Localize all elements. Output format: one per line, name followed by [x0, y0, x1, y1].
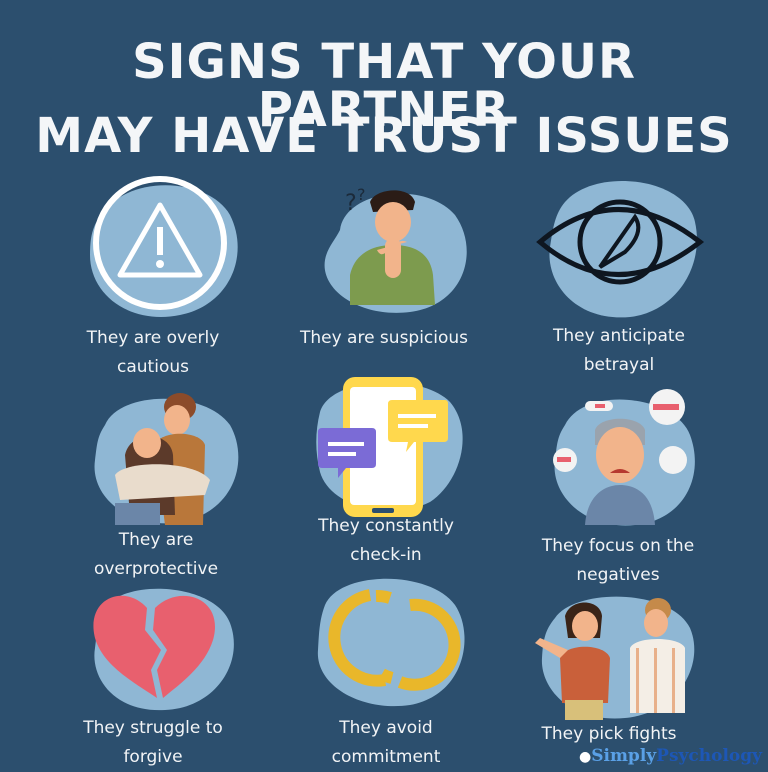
caption-line-2: negatives [576, 565, 660, 585]
phone-messages-icon [316, 377, 463, 517]
brand-logo: ●SimplyPsychology [579, 746, 762, 766]
warning-icon [90, 176, 238, 317]
brand-part-1: Simply [591, 746, 657, 766]
caption-line-2: check-in [350, 545, 422, 565]
caption-line-2: cautious [117, 357, 189, 377]
page-title-line-2: MAY HAVE TRUST ISSUES [35, 108, 733, 164]
caption-line-2: overprotective [93, 559, 219, 579]
page-title-line-1: SIGNS THAT YOUR PARTNER [132, 34, 636, 138]
caption-line-1: They are suspicious [299, 328, 469, 348]
caption-line-2: betrayal [583, 355, 655, 375]
svg-text:?: ? [345, 191, 357, 216]
hugging-couple-icon [94, 393, 239, 525]
broken-rings-icon [317, 578, 465, 707]
arguing-couple-icon [535, 596, 695, 720]
caption-line-1: They pick fights [541, 724, 677, 744]
caption-line-2: forgive [123, 747, 183, 767]
svg-text:?: ? [357, 185, 366, 204]
brand-pin-icon: ● [578, 749, 592, 765]
caption-line-1: They struggle to [83, 718, 223, 738]
broken-heart-icon [93, 588, 234, 711]
eye-with-knife-icon [536, 180, 705, 318]
caption-line-1: They are [118, 530, 194, 550]
caption-line-1: They anticipate [552, 326, 686, 346]
brand-part-2: Psychology [656, 746, 762, 766]
caption-line-1: They avoid [339, 718, 433, 738]
worried-man-icon [553, 389, 695, 526]
caption-line-1: They constantly [318, 516, 454, 536]
caption-line-2: commitment [331, 747, 441, 767]
caption-line-1: They are overly [86, 328, 220, 348]
thinking-person-icon: ? ? [324, 185, 467, 313]
caption-line-1: They focus on the [541, 536, 695, 556]
